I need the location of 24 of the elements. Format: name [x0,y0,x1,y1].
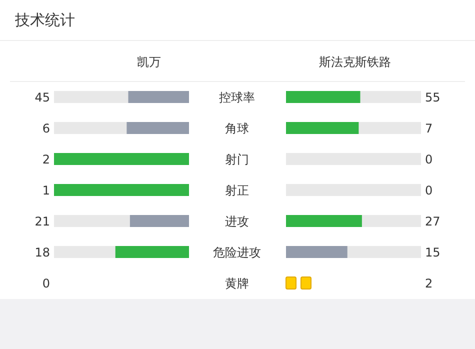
data-label: 0 [42,276,50,290]
category-label: 危险进攻 [213,246,261,260]
data-label: 27 [425,214,440,228]
data-label: 15 [425,246,440,260]
data-label: 55 [425,90,440,104]
text: 技术统计 [14,11,75,29]
data-label: 18 [34,246,50,260]
category-label: 控球率 [219,90,255,104]
category-label: 角球 [225,122,249,136]
data-label: 0 [425,152,433,166]
category-label: 射门 [225,152,249,166]
data-label: 7 [425,122,433,136]
data-label: 2 [425,276,433,290]
text: 斯法克斯铁路 [319,55,391,69]
data-label: 0 [425,184,433,198]
data-label: 6 [42,122,50,136]
data-label: 21 [34,214,50,228]
category-label: 黄牌 [225,276,249,290]
data-label: 45 [34,90,50,104]
data-label: 2 [42,152,50,166]
category-label: 射正 [225,184,249,198]
data-label: 1 [42,184,50,198]
category-label: 进攻 [225,214,249,228]
text: 凯万 [137,55,161,69]
